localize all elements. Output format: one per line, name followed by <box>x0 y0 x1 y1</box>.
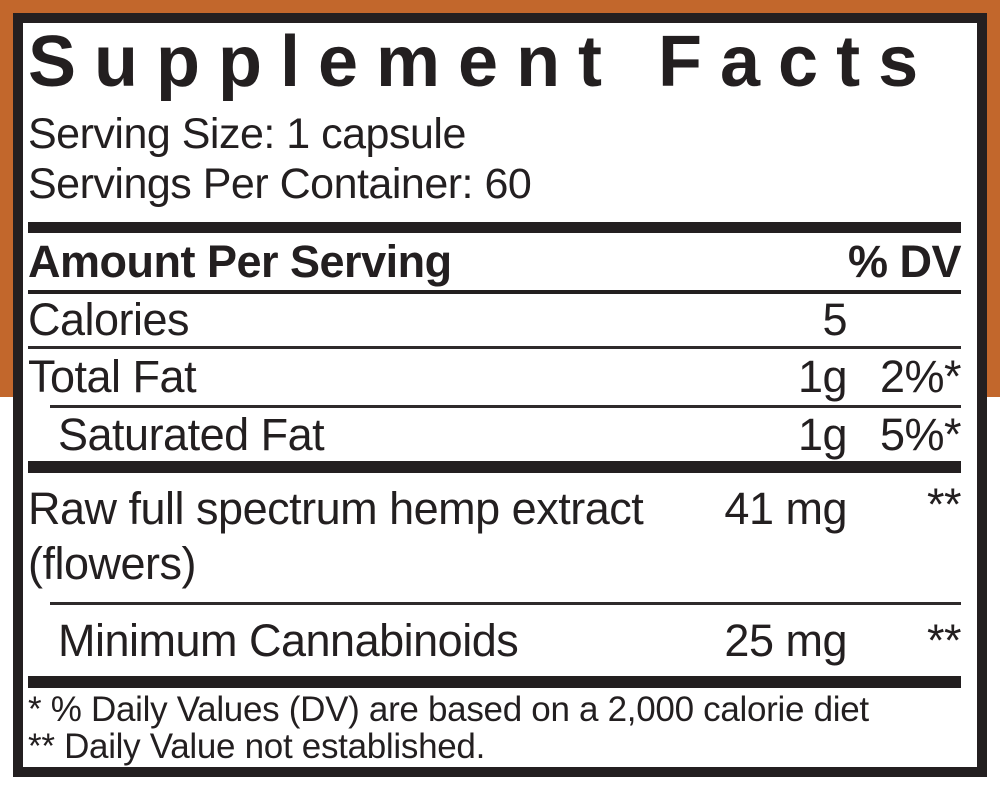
serving-size-line: Serving Size: 1 capsule <box>28 110 466 158</box>
thick-rule-middle <box>28 461 961 473</box>
table-row-saturated-fat: Saturated Fat 1g 5%* <box>28 408 962 461</box>
table-row-hemp-extract: Raw full spectrum hemp extract (flowers)… <box>28 473 962 602</box>
divider-under-total-fat <box>50 405 961 408</box>
divider-under-header <box>28 290 961 294</box>
table-row-calories: Calories 5 <box>28 294 961 346</box>
servings-per-container-line: Servings Per Container: 60 <box>28 160 532 208</box>
thick-rule-bottom <box>28 676 961 688</box>
table-header-row: Amount Per Serving % DV <box>28 233 962 290</box>
serving-info: Serving Size: 1 capsule Servings Per Con… <box>28 109 961 209</box>
table-row-total-fat: Total Fat 1g 2%* <box>28 349 962 405</box>
row-amount: 25 mg <box>724 614 847 666</box>
footnote-daily-values: * % Daily Values (DV) are based on a 2,0… <box>28 690 869 729</box>
row-name: Minimum Cannabinoids <box>58 614 519 666</box>
footnotes: * % Daily Values (DV) are based on a 2,0… <box>28 691 961 765</box>
row-name: Raw full spectrum hemp extract (flowers) <box>28 483 644 589</box>
row-amount: 1g <box>797 351 848 402</box>
row-name: Calories <box>28 294 190 345</box>
row-name: Saturated Fat <box>58 408 325 460</box>
row-amount: 41 mg <box>724 483 847 534</box>
row-dv: ** <box>926 615 962 666</box>
table-row-minimum-cannabinoids: Minimum Cannabinoids 25 mg ** <box>28 605 962 676</box>
supplement-facts-label: Supplement Facts Serving Size: 1 capsule… <box>13 13 987 777</box>
footnote-not-established: ** Daily Value not established. <box>28 727 485 766</box>
row-dv: ** <box>926 479 962 530</box>
label-title: Supplement Facts <box>28 22 937 102</box>
row-dv: 2%* <box>879 351 962 402</box>
column-header-dv: % DV <box>847 235 962 287</box>
row-amount: 5 <box>822 294 847 345</box>
divider-under-calories <box>28 346 961 349</box>
divider-under-hemp-extract <box>50 602 961 605</box>
row-amount: 1g <box>797 408 848 460</box>
row-name: Total Fat <box>28 351 197 402</box>
row-dv: 5%* <box>879 408 962 460</box>
column-header-amount-per-serving: Amount Per Serving <box>28 235 452 287</box>
thick-rule-top <box>28 222 961 233</box>
